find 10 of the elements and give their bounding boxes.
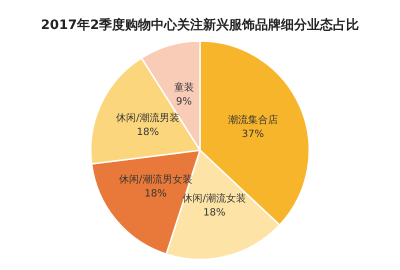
slice-label: 童装 xyxy=(174,81,194,94)
slice-label: 休闲/潮流女装 xyxy=(182,192,246,205)
data-label: 18% xyxy=(136,127,159,138)
data-label: 18% xyxy=(203,208,226,219)
slice-label: 潮流集合店 xyxy=(228,114,278,126)
data-label: 37% xyxy=(242,128,264,140)
data-label: 18% xyxy=(144,188,167,200)
slice-label: 休闲/潮流男装 xyxy=(116,112,180,124)
data-label: 9% xyxy=(176,96,192,108)
chart-title: 2017年2季度购物中心关注新兴服饰品牌细分业态占比 xyxy=(40,17,360,33)
